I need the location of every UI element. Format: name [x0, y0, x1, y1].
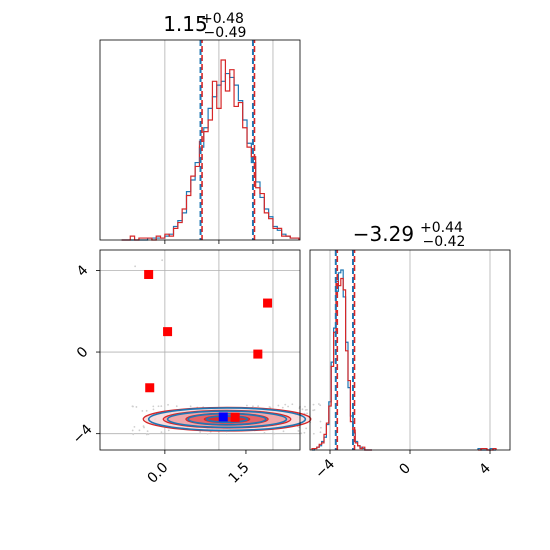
sample-point [312, 432, 315, 435]
sample-point [134, 265, 137, 268]
histogram-series [121, 59, 300, 241]
sample-point [269, 406, 272, 409]
sample-point [257, 405, 260, 408]
red-marker [263, 298, 273, 308]
sample-point [161, 259, 164, 262]
sample-point [319, 420, 322, 423]
panel-title-param2: −3.29 +0.44 −0.42 [353, 217, 468, 250]
red-marker [144, 269, 154, 279]
blue-contour [147, 407, 307, 432]
sample-point [246, 404, 248, 407]
sample-point [282, 430, 285, 433]
sample-point [167, 429, 170, 432]
sample-point [163, 431, 166, 433]
sample-point [319, 431, 322, 434]
sample-point [305, 427, 308, 430]
red-marker [145, 383, 155, 393]
sample-point [175, 405, 178, 408]
sample-point [132, 433, 135, 436]
sample-point [300, 432, 303, 435]
panel-histogram-param1: 1.15 +0.48 −0.49 [99, 8, 301, 244]
sample-point [301, 408, 304, 411]
sample-point [317, 403, 320, 405]
quantile-lines [334, 250, 356, 450]
sample-point [147, 433, 150, 436]
sample-point [132, 405, 134, 408]
grid-lines [164, 40, 274, 244]
sample-point [319, 404, 322, 407]
sample-point [225, 432, 228, 435]
sample-point [263, 431, 266, 434]
histogram-step-line [121, 72, 300, 241]
grid-lines [329, 250, 491, 450]
title-median-value: −3.29 [353, 222, 414, 246]
sample-point [206, 432, 209, 435]
title-lower-error: −0.42 [423, 234, 466, 250]
sample-point [281, 406, 284, 409]
title-median-value: 1.15 [163, 12, 208, 36]
sample-point [133, 425, 136, 428]
sample-point [143, 426, 145, 429]
title-upper-error: +0.44 [420, 220, 463, 236]
red-marker [230, 412, 240, 422]
red-marker [163, 327, 173, 337]
sample-point [287, 405, 290, 408]
sample-point [146, 430, 149, 433]
sample-point [303, 431, 306, 434]
sample-point [160, 405, 163, 408]
blue-marker [218, 412, 228, 422]
sample-point [145, 433, 148, 436]
sample-point [312, 409, 315, 412]
blue-contour [166, 410, 288, 429]
sample-point [135, 406, 138, 408]
sample-point [312, 403, 315, 406]
axes-frame [99, 39, 301, 241]
sample-point [167, 403, 169, 406]
sample-point [157, 405, 160, 408]
histogram-step-line [311, 277, 372, 451]
sample-point [152, 405, 155, 408]
sample-point [141, 410, 144, 412]
red-marker [253, 349, 263, 359]
sample-point [252, 405, 254, 408]
sample-point [304, 405, 306, 408]
sample-point [277, 404, 280, 407]
point-markers [144, 269, 273, 422]
sample-point [189, 405, 192, 408]
title-lower-error: −0.49 [204, 25, 247, 41]
sample-point [138, 429, 141, 432]
sample-point [145, 409, 148, 412]
title-upper-error: +0.48 [201, 11, 244, 27]
quantile-lines [199, 40, 256, 240]
sample-point [199, 431, 202, 433]
sample-point [313, 409, 316, 411]
sample-point [284, 403, 287, 406]
sample-point [297, 430, 300, 432]
histogram-step-line [121, 59, 300, 241]
sample-point [160, 431, 163, 434]
sample-point [152, 408, 155, 411]
sample-point [131, 429, 134, 432]
axes-frame [99, 249, 301, 451]
sample-point [306, 412, 308, 415]
sample-point [320, 426, 322, 429]
sample-point [273, 432, 276, 435]
sample-point [304, 409, 307, 411]
sample-point [291, 403, 294, 406]
panel-title-param1: 1.15 +0.48 −0.49 [163, 8, 249, 41]
